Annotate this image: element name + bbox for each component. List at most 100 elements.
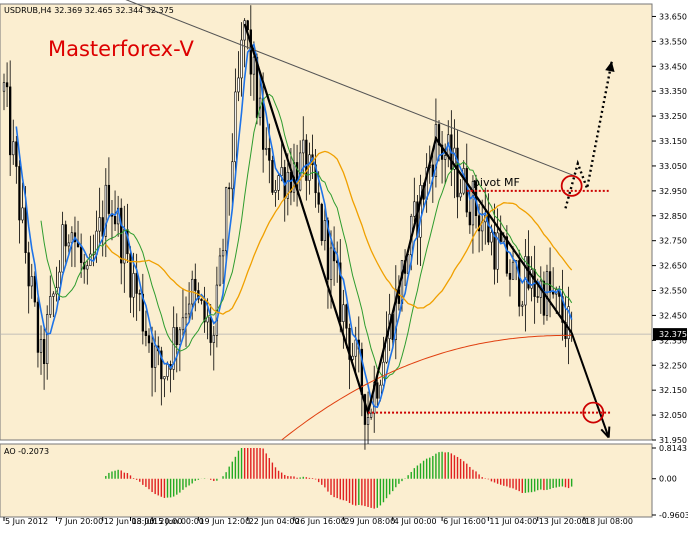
- pivot-label: pivot MF: [473, 176, 520, 189]
- y-tick-label: 32.550: [659, 287, 687, 296]
- watermark: Masterforex-V: [48, 37, 194, 61]
- candle-body: [326, 220, 330, 280]
- candle-body: [67, 242, 70, 247]
- candle-body: [413, 201, 416, 217]
- candle-body: [530, 269, 533, 289]
- ao-tick-label: -0.9603: [659, 511, 688, 520]
- candle-body: [440, 144, 444, 160]
- y-tick-label: 32.350: [659, 336, 687, 345]
- ao-pane: [0, 443, 653, 518]
- y-tick-label: 33.050: [659, 162, 687, 171]
- candle-body: [286, 171, 289, 199]
- candle-body: [280, 167, 283, 176]
- last-price-box: [653, 328, 687, 341]
- candle-body: [178, 329, 181, 345]
- candle-body: [42, 339, 46, 365]
- y-tick-label: 32.950: [659, 187, 687, 196]
- candle-body: [302, 139, 305, 154]
- ao-label: AO -0.2073: [4, 447, 49, 456]
- ao-tick-label: 0.8143: [659, 444, 687, 453]
- candle-body: [58, 271, 61, 289]
- candle-body: [249, 29, 252, 75]
- wave-lines: [243, 23, 573, 417]
- candle-body: [345, 304, 348, 329]
- symbol-info: USDRUB,H4 32.369 32.465 32.344 32.375: [4, 6, 174, 15]
- candle-body: [323, 220, 326, 242]
- candle-body: [453, 147, 456, 170]
- x-tick-label: 5 Jun 2012: [5, 517, 48, 526]
- x-tick-label: 13 Jun 20:00: [131, 517, 182, 526]
- candle-body: [459, 192, 462, 198]
- candle-body: [265, 147, 268, 150]
- candle-body: [203, 300, 206, 323]
- candle-body: [160, 350, 163, 380]
- candle-body: [348, 327, 351, 360]
- candle-body: [237, 77, 240, 93]
- x-tick-label: 26 Jun 16:00: [295, 517, 346, 526]
- candle-body: [218, 255, 222, 286]
- candle-body: [166, 364, 169, 377]
- candle-body: [209, 316, 212, 343]
- long-ma-line: [281, 334, 572, 441]
- candle-body: [369, 412, 373, 418]
- candle-body: [52, 293, 55, 297]
- x-tick-label: 7 Jun 20:00: [57, 517, 103, 526]
- candle-body: [224, 187, 228, 252]
- candle-body: [317, 192, 320, 205]
- candle-body: [508, 273, 512, 280]
- candle-body: [496, 232, 499, 270]
- candle-body: [187, 303, 191, 315]
- candle-body: [477, 215, 481, 232]
- candle-body: [277, 175, 280, 191]
- candle-body: [246, 20, 249, 31]
- x-tick-label: 11 Jul 04:00: [489, 517, 537, 526]
- pivot-circle-upper: [560, 174, 583, 197]
- candle-body: [252, 56, 256, 75]
- y-tick-label: 33.550: [659, 37, 687, 46]
- y-tick-label: 31.950: [659, 436, 687, 445]
- candle-body: [154, 345, 157, 368]
- candle-body: [268, 147, 271, 161]
- y-tick-label: 32.850: [659, 212, 687, 221]
- candle-body: [123, 229, 126, 264]
- candle-body: [468, 211, 471, 226]
- candle-body: [212, 335, 215, 343]
- forecast-down-line: [570, 332, 610, 438]
- candle-body: [9, 86, 12, 156]
- x-tick-label: 19 Jun 12:00: [199, 517, 250, 526]
- candle-body: [434, 124, 438, 177]
- candle-body: [33, 276, 36, 303]
- forecast-down-arrowhead: [600, 426, 611, 439]
- candle-body: [376, 382, 379, 399]
- candle-body: [144, 330, 148, 336]
- candle-body: [329, 247, 333, 280]
- candle-body: [24, 207, 27, 253]
- candle-body: [521, 304, 524, 307]
- candle-body: [493, 232, 496, 270]
- candle-body: [354, 339, 357, 357]
- x-tick-label: 4 Jul 00:00: [394, 517, 437, 526]
- candle-body: [200, 298, 203, 301]
- forecast-up-arrowhead: [605, 61, 615, 72]
- price-pane: [0, 3, 653, 441]
- y-tick-label: 33.250: [659, 112, 687, 121]
- candle-body: [129, 253, 132, 298]
- candle-body: [499, 232, 502, 243]
- candle-body: [18, 166, 21, 221]
- resistance-line: [125, 0, 575, 177]
- candle-body: [36, 301, 40, 353]
- candle-body: [437, 124, 441, 146]
- ao-tick-label: 0.00: [659, 475, 677, 484]
- candle-body: [138, 293, 141, 295]
- candle-body: [132, 273, 135, 298]
- y-tick-label: 32.250: [659, 361, 687, 370]
- candle-body: [184, 313, 188, 319]
- candle-body: [150, 342, 154, 368]
- candle-body: [274, 190, 277, 193]
- candle-body: [542, 280, 546, 316]
- candle-body: [49, 296, 52, 315]
- candle-body: [518, 260, 521, 307]
- candle-body: [234, 91, 237, 163]
- x-tick-label: 12 Jun 08:00: [104, 517, 155, 526]
